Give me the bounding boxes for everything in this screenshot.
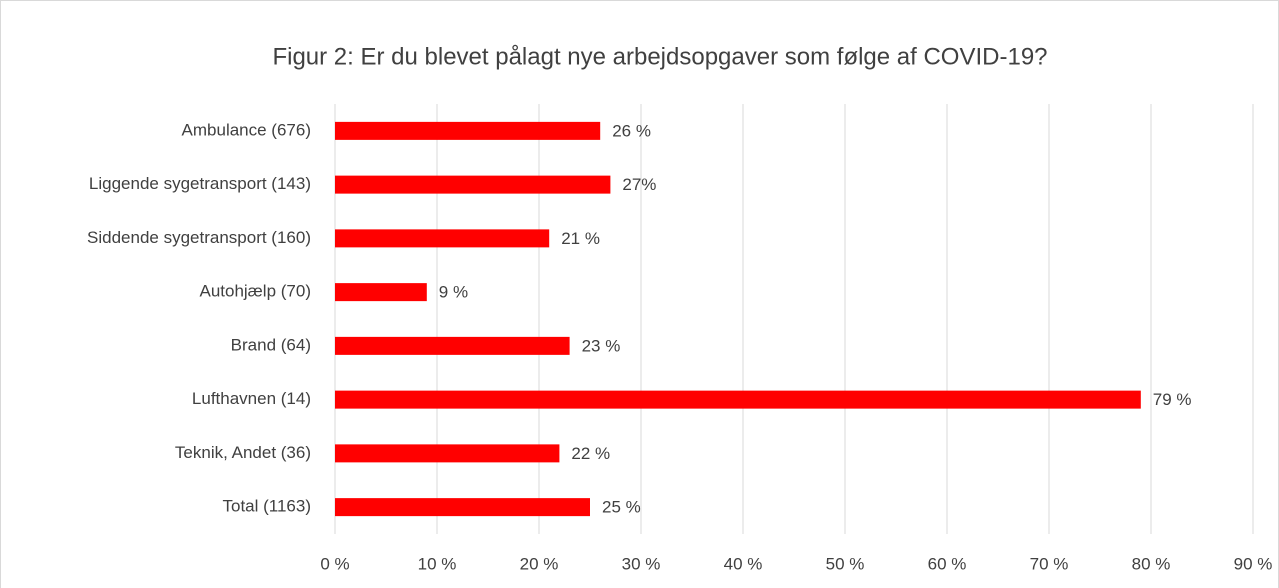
y-tick-label: Ambulance (676) bbox=[182, 120, 311, 139]
bar bbox=[335, 336, 570, 355]
y-tick-label: Autohjælp (70) bbox=[199, 282, 311, 301]
x-tick-label: 0 % bbox=[320, 554, 349, 573]
value-label: 25 % bbox=[602, 498, 641, 517]
bar bbox=[335, 498, 590, 517]
x-tick-label: 60 % bbox=[928, 554, 967, 573]
y-tick-label: Total (1163) bbox=[222, 497, 311, 516]
value-label: 22 % bbox=[571, 444, 610, 463]
x-tick-label: 20 % bbox=[520, 554, 559, 573]
bar bbox=[335, 175, 611, 194]
y-tick-label: Liggende sygetransport (143) bbox=[89, 174, 311, 193]
value-label: 23 % bbox=[582, 336, 621, 355]
value-label: 27% bbox=[622, 175, 656, 194]
x-tick-label: 70 % bbox=[1030, 554, 1069, 573]
y-tick-label: Lufthavnen (14) bbox=[192, 389, 311, 408]
x-tick-label: 40 % bbox=[724, 554, 763, 573]
value-label: 79 % bbox=[1153, 390, 1192, 409]
chart-title: Figur 2: Er du blevet pålagt nye arbejds… bbox=[272, 43, 1047, 70]
y-tick-label: Brand (64) bbox=[231, 335, 311, 354]
x-tick-label: 30 % bbox=[622, 554, 661, 573]
value-label: 26 % bbox=[612, 121, 651, 140]
x-tick-label: 90 % bbox=[1234, 554, 1273, 573]
bar bbox=[335, 390, 1141, 409]
bar bbox=[335, 444, 560, 463]
value-label: 9 % bbox=[439, 283, 468, 302]
value-label: 21 % bbox=[561, 229, 600, 248]
bar bbox=[335, 229, 550, 248]
y-tick-label: Siddende sygetransport (160) bbox=[87, 228, 311, 247]
y-tick-label: Teknik, Andet (36) bbox=[175, 443, 311, 462]
x-tick-label: 10 % bbox=[418, 554, 457, 573]
x-tick-label: 80 % bbox=[1132, 554, 1171, 573]
bar bbox=[335, 283, 427, 302]
bar bbox=[335, 121, 601, 140]
x-tick-label: 50 % bbox=[826, 554, 865, 573]
